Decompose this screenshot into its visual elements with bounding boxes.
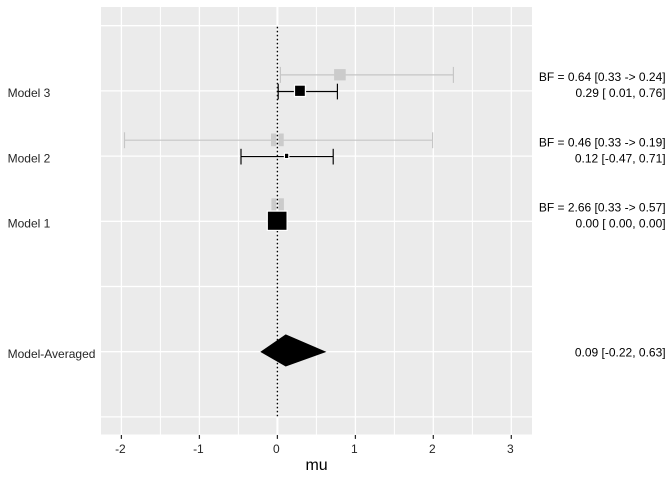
- svg-text:0.29 [ 0.01, 0.76]: 0.29 [ 0.01, 0.76]: [576, 86, 666, 100]
- svg-text:-2: -2: [115, 442, 126, 456]
- svg-text:Model 2: Model 2: [8, 151, 51, 165]
- svg-text:-1: -1: [193, 442, 204, 456]
- svg-text:0.09 [-0.22, 0.63]: 0.09 [-0.22, 0.63]: [575, 346, 666, 360]
- svg-text:Model 1: Model 1: [8, 217, 51, 231]
- svg-text:0.00 [ 0.00, 0.00]: 0.00 [ 0.00, 0.00]: [576, 216, 666, 230]
- svg-text:BF = 0.46 [0.33 -> 0.19]: BF = 0.46 [0.33 -> 0.19]: [539, 135, 666, 149]
- svg-text:Model 3: Model 3: [8, 86, 51, 100]
- svg-text:mu: mu: [305, 457, 327, 474]
- svg-text:BF = 0.64 [0.33 -> 0.24]: BF = 0.64 [0.33 -> 0.24]: [539, 70, 666, 84]
- svg-text:Model-Averaged: Model-Averaged: [8, 347, 96, 361]
- svg-text:BF = 2.66 [0.33 -> 0.57]: BF = 2.66 [0.33 -> 0.57]: [539, 200, 666, 214]
- svg-text:0: 0: [273, 442, 280, 456]
- svg-text:3: 3: [507, 442, 514, 456]
- svg-text:0.12 [-0.47, 0.71]: 0.12 [-0.47, 0.71]: [575, 151, 666, 165]
- svg-text:2: 2: [429, 442, 436, 456]
- svg-text:1: 1: [351, 442, 358, 456]
